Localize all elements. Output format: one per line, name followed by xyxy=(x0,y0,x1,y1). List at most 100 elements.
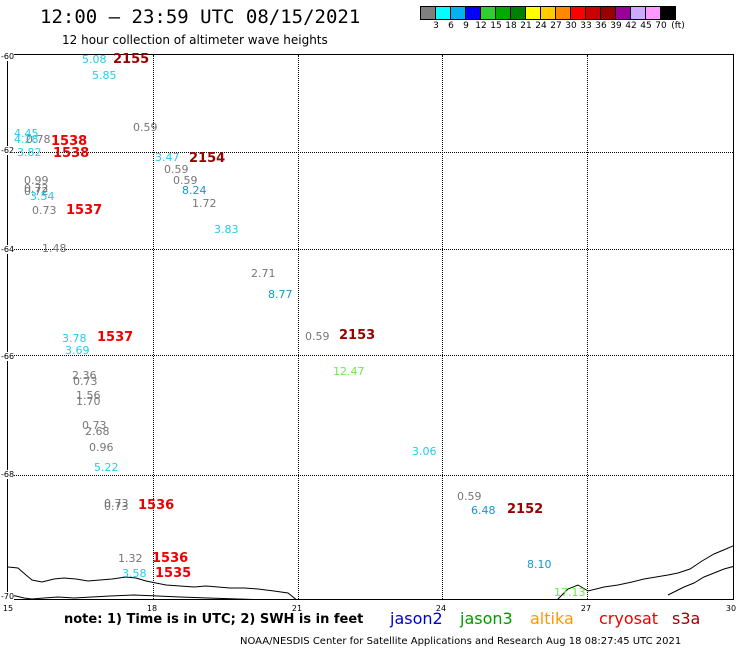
wave-height-value: 3.58 xyxy=(122,567,147,580)
wave-height-value: 3.06 xyxy=(412,445,437,458)
wave-height-value: 2.71 xyxy=(251,267,276,280)
lon-tick-label: 21 xyxy=(291,604,303,613)
scale-swatch xyxy=(630,6,646,20)
map-plot-area xyxy=(7,54,734,600)
color-scale-labels: 3 6 9 12 15 18 21 24 27 30 33 36 39 42 45 70 (ft) xyxy=(421,21,740,33)
wave-height-value: 1.56 xyxy=(76,389,101,402)
scale-swatch xyxy=(525,6,541,20)
wave-height-value: 1.70 xyxy=(76,395,101,408)
gridline-lon-27 xyxy=(587,55,588,599)
footer-credit: NOAA/NESDIS Center for Satellite Applica… xyxy=(240,636,682,647)
wave-height-value: 0.59 xyxy=(305,330,330,343)
satellite-legend-item: s3a xyxy=(672,609,701,628)
scale-swatch xyxy=(615,6,631,20)
scale-swatch xyxy=(585,6,601,20)
pass-time-label: 1538 xyxy=(53,146,90,161)
lon-tick-label: 15 xyxy=(2,604,14,613)
lon-tick-label: 18 xyxy=(146,604,158,613)
wave-height-value: 0.73 xyxy=(104,500,129,513)
map-title: 12:00 – 23:59 UTC 08/15/2021 xyxy=(40,6,361,28)
lat-tick-label: -62 xyxy=(1,146,15,155)
scale-swatch xyxy=(435,6,451,20)
wave-height-value: 0.73 xyxy=(104,497,129,510)
lat-tick-label: -64 xyxy=(1,245,15,254)
wave-height-value: 0.59 xyxy=(173,174,198,187)
scale-label: 3 xyxy=(433,21,439,31)
wave-height-value: 1.72 xyxy=(192,197,217,210)
lat-tick-label: -70 xyxy=(1,592,15,601)
wave-height-value: 3.78 xyxy=(62,332,87,345)
scale-swatch xyxy=(495,6,511,20)
wave-height-value: 3.54 xyxy=(30,190,55,203)
gridline-lat-66 xyxy=(8,355,733,356)
pass-time-label: 1536 xyxy=(138,498,175,513)
wave-height-value: 2.36 xyxy=(72,369,97,382)
scale-label: 45 xyxy=(640,21,652,31)
wave-height-value: 0.72 xyxy=(24,185,49,198)
wave-height-value: 0.99 xyxy=(24,174,49,187)
wave-height-value: 8.24 xyxy=(182,184,207,197)
lat-tick-label: -68 xyxy=(1,470,15,479)
color-scale-legend xyxy=(420,6,676,20)
scale-label: 18 xyxy=(505,21,517,31)
satellite-legend-item: jason2 xyxy=(390,609,443,628)
gridline-lon-24 xyxy=(442,55,443,599)
pass-time-label: 2153 xyxy=(339,328,376,343)
footer-note: note: 1) Time is in UTC; 2) SWH is in fe… xyxy=(64,612,364,627)
gridline-lat-64 xyxy=(8,249,733,250)
gridline-lat-62 xyxy=(8,152,733,153)
wave-height-value: 0.59 xyxy=(457,490,482,503)
satellite-legend-item: altika xyxy=(530,609,574,628)
lon-tick-label: 24 xyxy=(435,604,447,613)
scale-label: 15 xyxy=(490,21,502,31)
satellite-legend-item: jason3 xyxy=(460,609,513,628)
scale-label: 21 xyxy=(520,21,532,31)
wave-height-value: 5.85 xyxy=(92,69,117,82)
wave-height-value: 2.68 xyxy=(85,425,110,438)
wave-height-value: 3.69 xyxy=(65,344,90,357)
pass-time-label: 1536 xyxy=(152,551,189,566)
wave-height-value: 0.73 xyxy=(73,375,98,388)
map-subtitle: 12 hour collection of altimeter wave hei… xyxy=(62,33,328,47)
scale-swatch xyxy=(480,6,496,20)
scale-swatch xyxy=(570,6,586,20)
gridline-lon-21 xyxy=(298,55,299,599)
wave-height-value: 0.59 xyxy=(133,121,158,134)
scale-swatch xyxy=(660,6,676,20)
lon-tick-label: 30 xyxy=(725,604,737,613)
pass-time-label: 2154 xyxy=(189,151,226,166)
scale-label: 36 xyxy=(595,21,607,31)
scale-swatch xyxy=(420,6,436,20)
wave-height-value: 4.45 xyxy=(14,127,39,140)
pass-time-label: 1535 xyxy=(155,566,192,581)
pass-time-label: 1538 xyxy=(51,134,88,149)
scale-label: 30 xyxy=(565,21,577,31)
wave-height-value: 5.22 xyxy=(94,461,119,474)
wave-height-value: 3.83 xyxy=(214,223,239,236)
wave-height-value: 0.72 xyxy=(24,182,49,195)
wave-height-value: 1.48 xyxy=(42,242,67,255)
lat-tick-label: -60 xyxy=(1,52,15,61)
wave-height-value: 1.32 xyxy=(118,552,143,565)
lat-tick-label: -66 xyxy=(1,352,15,361)
scale-swatch xyxy=(555,6,571,20)
satellite-legend-item: cryosat xyxy=(599,609,659,628)
wave-height-value: 5.08 xyxy=(82,53,107,66)
lon-tick-label: 27 xyxy=(580,604,592,613)
scale-swatch xyxy=(450,6,466,20)
scale-label: 12 xyxy=(475,21,487,31)
pass-time-label: 2152 xyxy=(507,502,544,517)
scale-label: 70 xyxy=(655,21,667,31)
pass-time-label: 1537 xyxy=(66,203,103,218)
scale-swatch xyxy=(510,6,526,20)
wave-height-value: 12.47 xyxy=(333,365,365,378)
scale-label: 6 xyxy=(448,21,454,31)
wave-height-value: 8.77 xyxy=(268,288,293,301)
scale-label: 9 xyxy=(463,21,469,31)
scale-label: 39 xyxy=(610,21,622,31)
scale-swatch xyxy=(465,6,481,20)
wave-height-value: 3.82 xyxy=(17,146,42,159)
scale-swatch xyxy=(600,6,616,20)
wave-height-value: 0.73 xyxy=(82,419,107,432)
scale-label: 27 xyxy=(550,21,562,31)
